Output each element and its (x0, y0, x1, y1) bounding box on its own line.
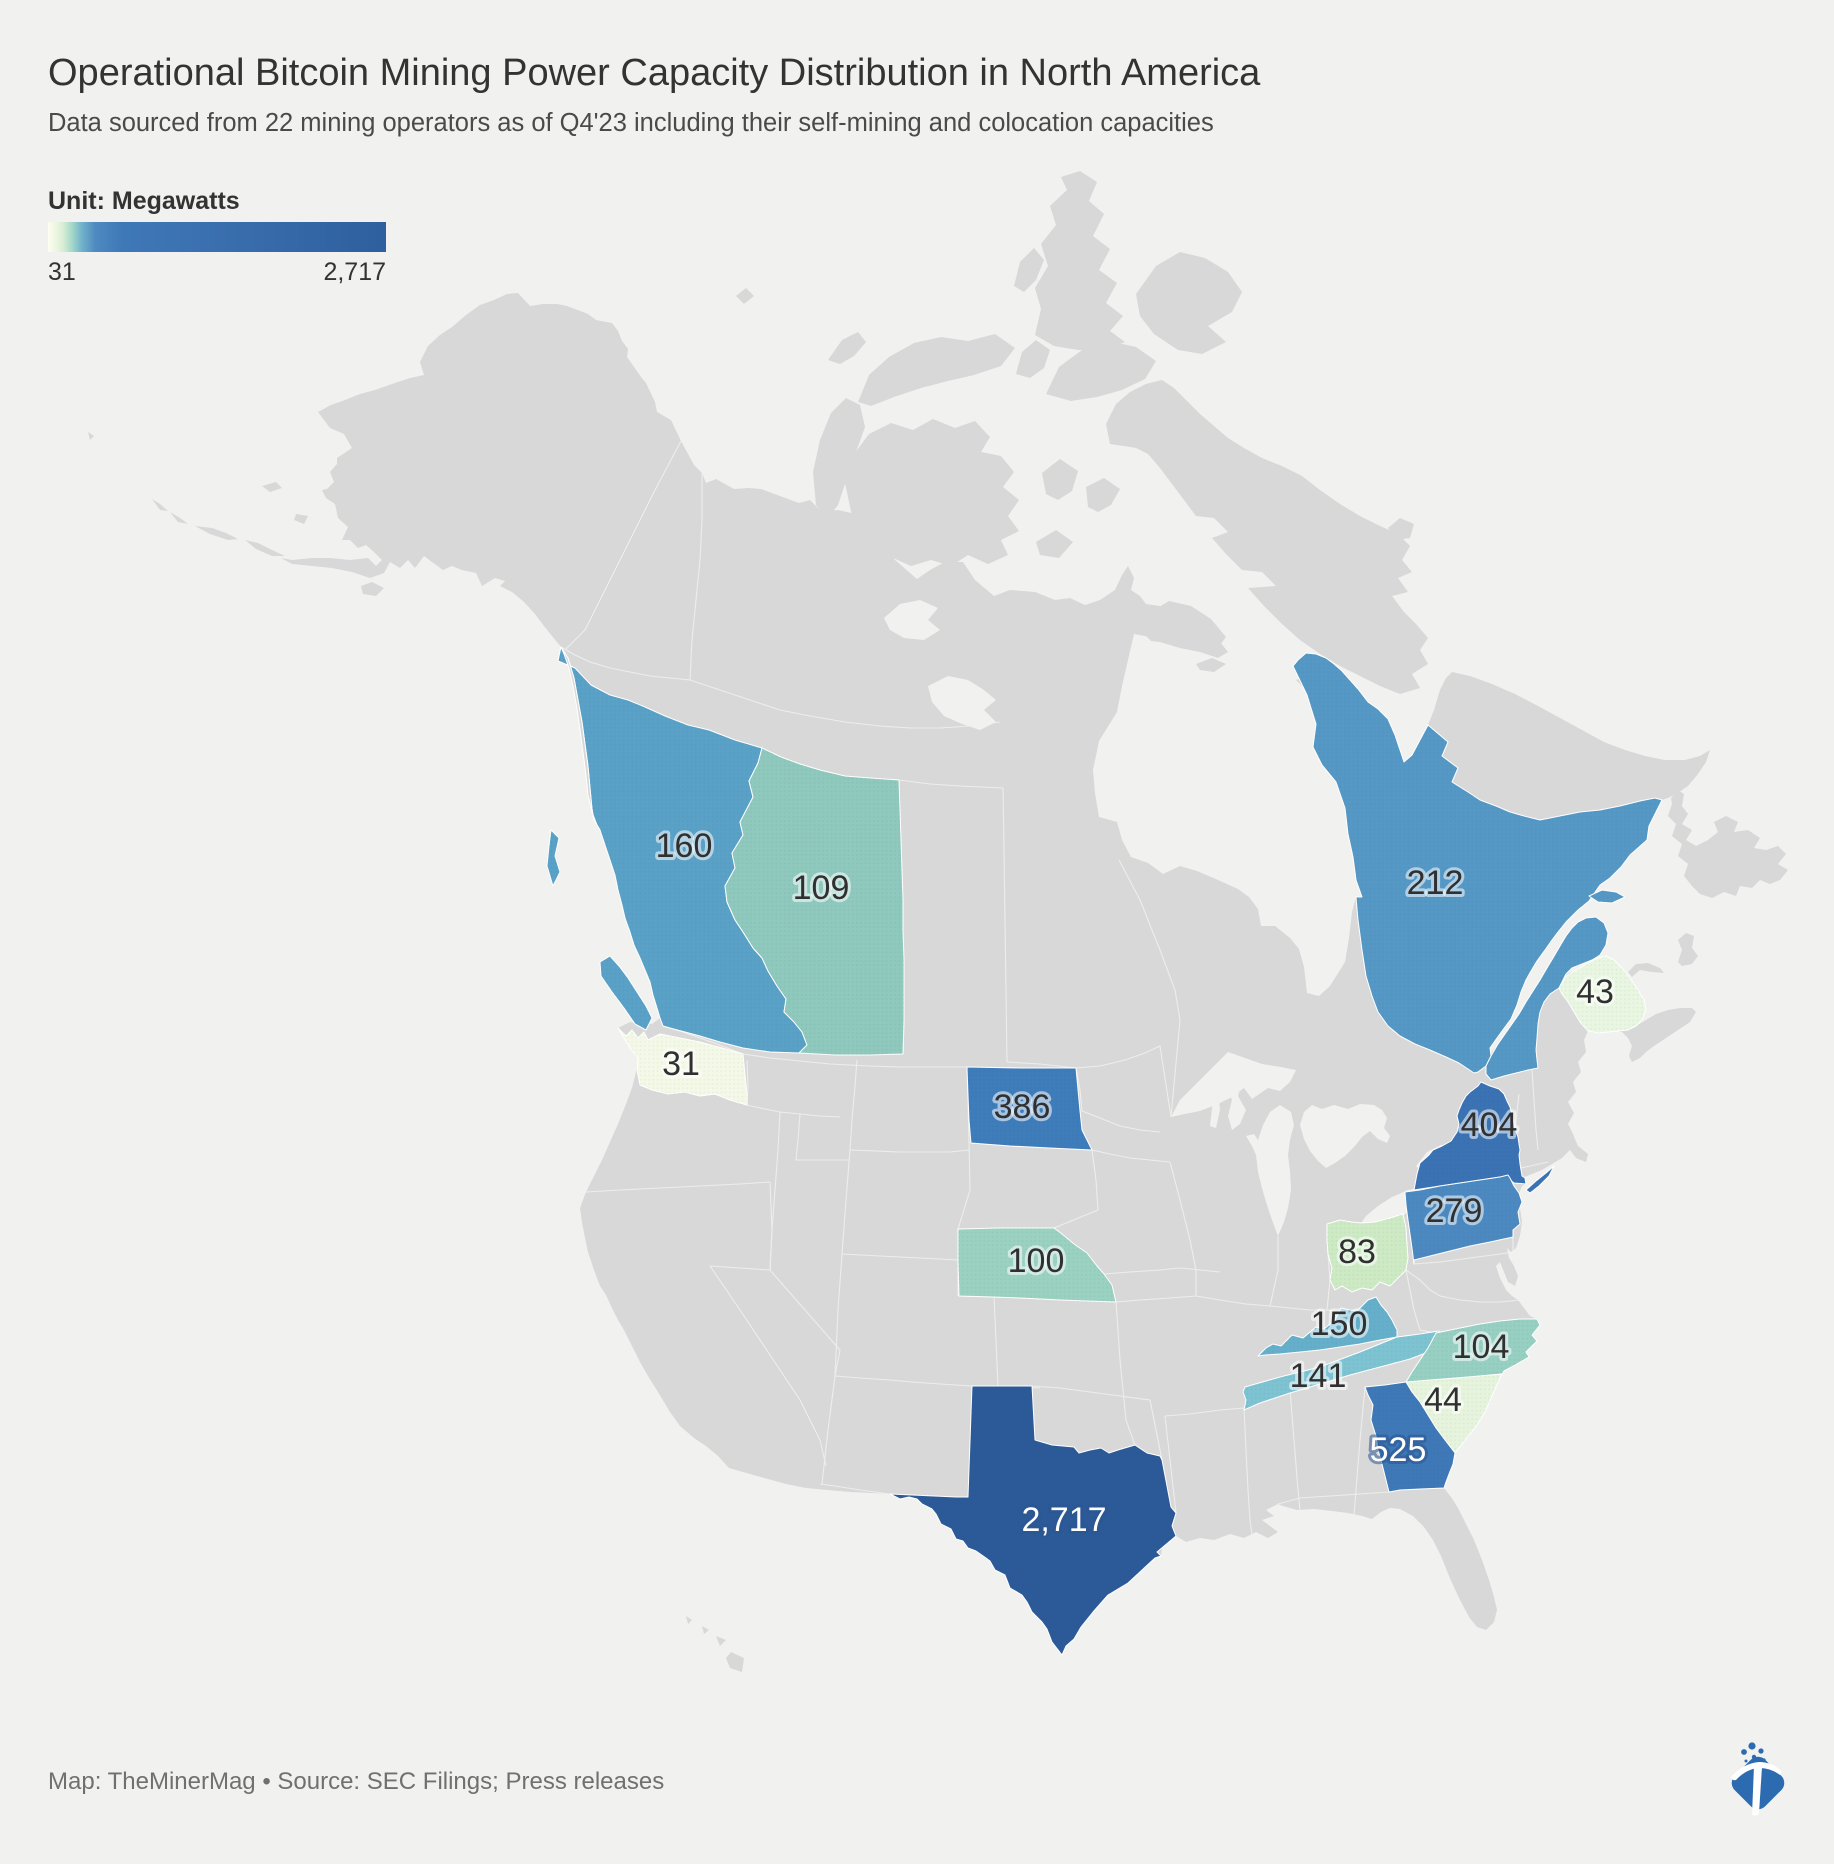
svg-text:386: 386 (994, 1088, 1051, 1126)
svg-text:104: 104 (1453, 1328, 1510, 1366)
svg-text:100: 100 (1008, 1242, 1065, 1280)
svg-text:44: 44 (1424, 1381, 1462, 1419)
svg-text:150: 150 (1311, 1305, 1368, 1343)
svg-text:279: 279 (1426, 1192, 1483, 1230)
svg-text:160: 160 (656, 827, 713, 865)
svg-text:212: 212 (1407, 864, 1464, 902)
svg-text:404: 404 (1461, 1106, 1518, 1144)
svg-text:525: 525 (1370, 1431, 1427, 1469)
svg-text:141: 141 (1290, 1357, 1347, 1395)
svg-text:31: 31 (662, 1045, 700, 1083)
svg-text:43: 43 (1576, 973, 1614, 1011)
svg-text:109: 109 (793, 869, 850, 907)
svg-text:83: 83 (1338, 1233, 1376, 1271)
svg-text:2,717: 2,717 (1021, 1501, 1106, 1539)
